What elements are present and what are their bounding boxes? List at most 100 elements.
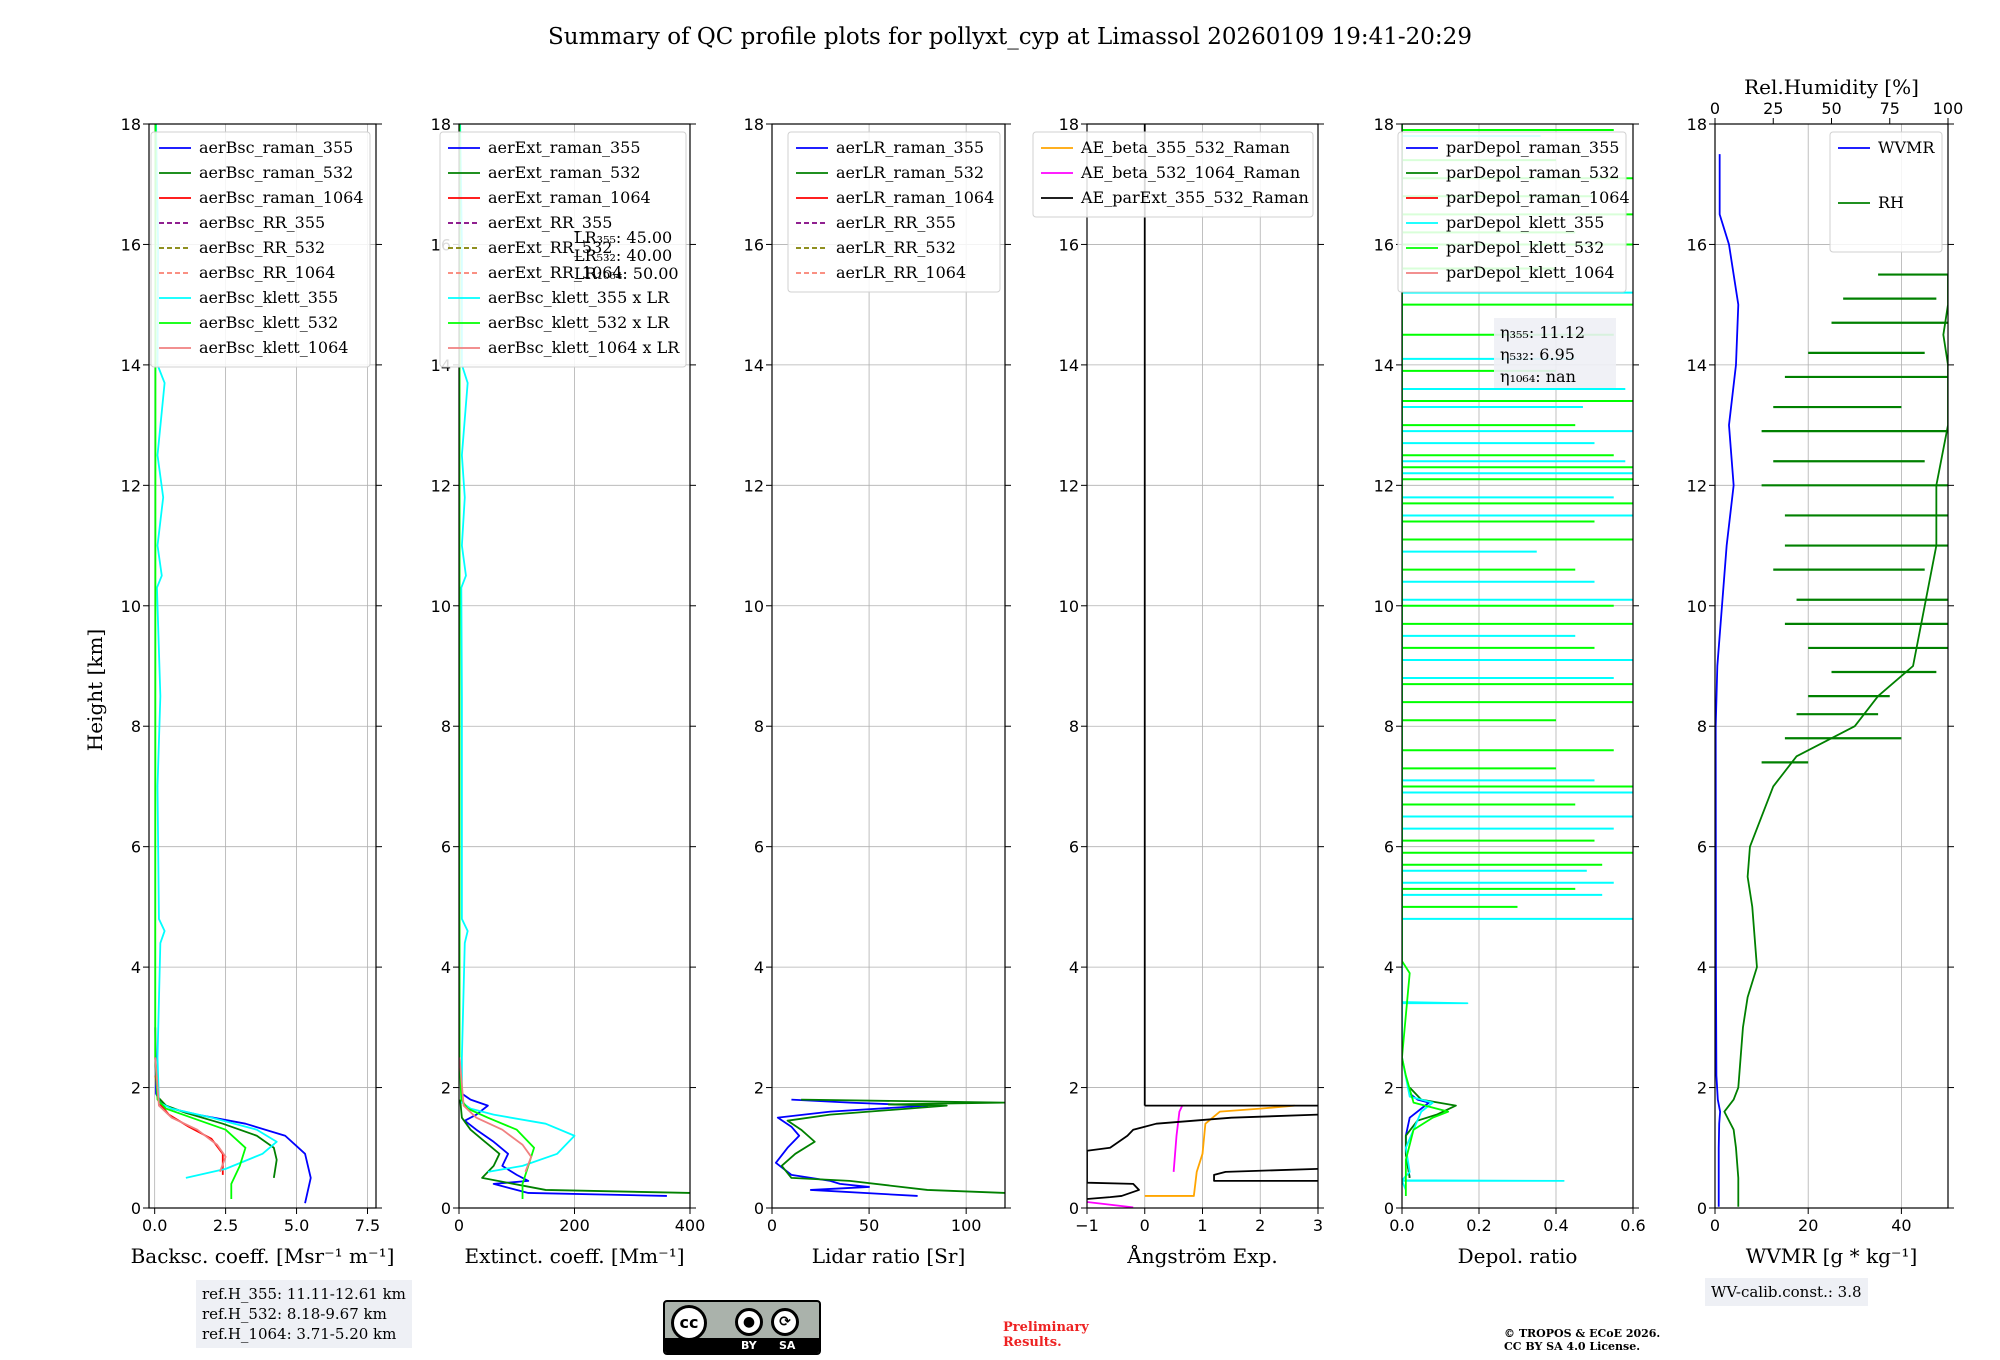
- wv-legend: WVMR RH: [1829, 131, 1943, 253]
- ae-ytick-label: 16: [1059, 235, 1079, 254]
- depol-ytick-label: 4: [1384, 958, 1394, 977]
- bsc-legend-label: aerBsc_raman_532: [199, 163, 353, 182]
- lr-ytick-label: 8: [754, 717, 764, 736]
- depol-xtick-label: 0.2: [1466, 1216, 1491, 1235]
- ae-ytick-label: 6: [1069, 838, 1079, 857]
- ext-series-aerBsc-klett-1064 x LR: [459, 1057, 533, 1173]
- depol-frame: [1401, 123, 1634, 1209]
- bsc-xtick-label: 7.5: [355, 1216, 380, 1235]
- bsc-xtick-label: 0.0: [142, 1216, 167, 1235]
- bsc-legend-label: aerBsc_RR_532: [199, 238, 325, 257]
- cc-logo: cc: [671, 1305, 707, 1341]
- bsc-ytick-label: 6: [131, 838, 141, 857]
- lr-xtick-label: 0: [767, 1216, 777, 1235]
- ae-xlabel: Ångström Exp.: [1126, 1243, 1277, 1268]
- depol-legend-label: parDepol_raman_532: [1446, 163, 1619, 182]
- cc-by-label: BY: [741, 1339, 757, 1352]
- bsc-frame: [148, 123, 377, 1209]
- lr-legend-box: [787, 131, 1001, 293]
- bsc-ytick-label: 2: [131, 1079, 141, 1098]
- lr-xtick-label: 100: [951, 1216, 982, 1235]
- lr-ytick-label: 2: [754, 1079, 764, 1098]
- ae-legend-box: [1032, 131, 1314, 218]
- depol-annotation-line: η₁₀₆₄: nan: [1500, 367, 1576, 386]
- y-axis-label: Height [km]: [83, 629, 107, 751]
- depol-legend: parDepol_raman_355 parDepol_raman_532 parD…: [1397, 131, 1630, 293]
- bsc-legend-label: aerBsc_raman_1064: [199, 188, 364, 207]
- ext-legend-label: aerBsc_klett_1064 x LR: [488, 338, 680, 357]
- depol-legend-label: parDepol_klett_532: [1446, 238, 1604, 257]
- ext-legend-label: aerExt_raman_532: [488, 163, 641, 182]
- wv-series-RH: [1723, 274, 1948, 1207]
- ae-ytick-label: 4: [1069, 958, 1079, 977]
- ext-legend-label: aerExt_raman_355: [488, 138, 641, 157]
- lr-legend-label: aerLR_raman_532: [836, 163, 984, 182]
- ext-series-aerBsc-klett-355 x LR: [459, 124, 576, 1173]
- ext-legend-label: aerExt_RR_355: [488, 213, 612, 232]
- bsc-legend: aerBsc_raman_355 aerBsc_raman_532 aerBsc_r…: [150, 131, 371, 368]
- bsc-legend-label: aerBsc_klett_1064: [199, 338, 348, 357]
- depol-xtick-label: 0.0: [1389, 1216, 1414, 1235]
- bsc-panel: 0.0 2.5 5.0 7.5 0 2 4 6 8 10 12 14 16 18 Backsc. coeff…: [121, 115, 395, 1268]
- ae-xtick-label: 2: [1255, 1216, 1265, 1235]
- depol-xlabel: Depol. ratio: [1458, 1244, 1578, 1268]
- depol-series-parDepol-klett-532: [1402, 124, 1450, 1196]
- bsc-legend-label: aerBsc_RR_1064: [199, 263, 335, 282]
- bsc-plot-area: [154, 124, 312, 1204]
- ref-height-532: ref.H_532: 8.18-9.67 km: [202, 1305, 387, 1323]
- ext-panel: 0200400024681012141618Extinct. coeff. [M…: [431, 115, 706, 1268]
- depol-legend-box: [1397, 131, 1627, 293]
- ae-xtick-label: 0: [1140, 1216, 1150, 1235]
- wv-legend-label: WVMR: [1878, 138, 1935, 157]
- ae-ytick-label: 10: [1059, 597, 1079, 616]
- lr-ytick-label: 12: [744, 476, 764, 495]
- ext-ytick-label: 18: [431, 115, 451, 134]
- bsc-ytick-label: 12: [121, 476, 141, 495]
- lr-ytick-label: 4: [754, 958, 764, 977]
- bsc-legend-box: [150, 131, 371, 368]
- lr-ytick-label: 10: [744, 597, 764, 616]
- bsc-ytick-label: 10: [121, 597, 141, 616]
- lr-legend-label: aerLR_raman_355: [836, 138, 984, 157]
- depol-ytick-label: 10: [1374, 597, 1394, 616]
- preliminary-note: Preliminary Results.: [1003, 1320, 1089, 1350]
- cc-label-bar: [665, 1338, 819, 1353]
- wv-ytick-label: 14: [1687, 356, 1707, 375]
- ae-ytick-label: 14: [1059, 356, 1079, 375]
- copyright-line-2: CC BY SA 4.0 License.: [1504, 1340, 1641, 1353]
- lr-legend: aerLR_raman_355 aerLR_raman_532 aerLR_rama…: [787, 131, 1001, 293]
- ext-legend-label: aerExt_RR_1064: [488, 263, 623, 282]
- ext-legend-box: [439, 131, 687, 368]
- wv-xtick-label: 20: [1798, 1216, 1818, 1235]
- wv-top-xtick-label: 0: [1710, 99, 1720, 118]
- wv-ytick-label: 0: [1697, 1199, 1707, 1218]
- ae-legend-label: AE_beta_355_532_Raman: [1080, 138, 1290, 157]
- ext-ytick-label: 0: [441, 1199, 451, 1218]
- lr-frame: [771, 123, 1006, 1209]
- preliminary-line-1: Preliminary: [1003, 1320, 1089, 1335]
- lr-series-aerLR-raman-355: [774, 1098, 929, 1197]
- ext-annotation-line: LR₁₀₆₄: 50.00: [574, 264, 679, 283]
- lr-series-aerLR-raman-532: [780, 1098, 1005, 1194]
- lr-plot-area: [774, 1098, 1005, 1197]
- bsc-series-aerBsc-klett-1064: [154, 1057, 227, 1173]
- ext-ytick-label: 2: [441, 1079, 451, 1098]
- wv-top-xtick-label: 75: [1880, 99, 1900, 118]
- wv-legend-box: [1829, 131, 1943, 253]
- bsc-legend-label: aerBsc_klett_355: [199, 288, 338, 307]
- wv-ytick-label: 18: [1687, 115, 1707, 134]
- depol-legend-label: parDepol_klett_355: [1446, 213, 1604, 232]
- ae-xtick-label: −1: [1075, 1216, 1099, 1235]
- cc-sa-label: SA: [779, 1339, 796, 1352]
- wv-calib-box: WV-calib.const.: 3.8: [1705, 1278, 1868, 1306]
- depol-annotation-box: [1494, 318, 1616, 388]
- preliminary-line-2: Results.: [1003, 1335, 1062, 1350]
- depol-ytick-label: 16: [1374, 235, 1394, 254]
- bsc-ytick-label: 8: [131, 717, 141, 736]
- wv-ytick-label: 16: [1687, 235, 1707, 254]
- depol-ytick-label: 14: [1374, 356, 1394, 375]
